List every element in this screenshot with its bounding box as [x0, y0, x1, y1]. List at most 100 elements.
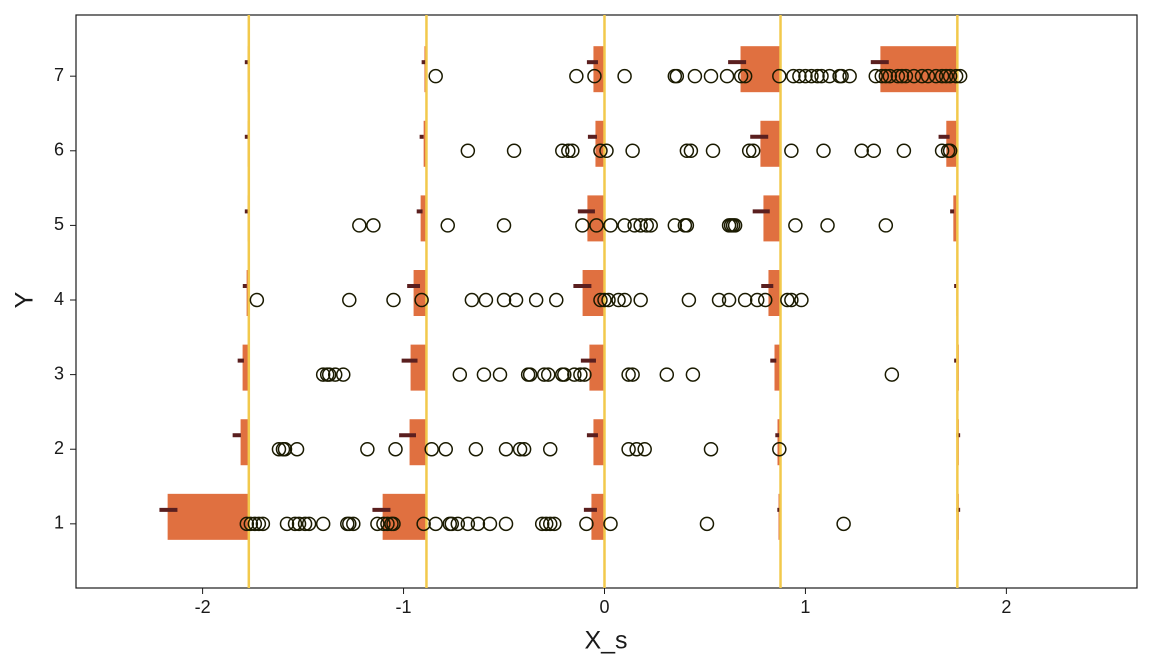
- point: [733, 68, 749, 84]
- point: [792, 68, 807, 84]
- point: [346, 516, 361, 532]
- point: [625, 367, 640, 382]
- point: [579, 516, 594, 532]
- point: [597, 292, 612, 308]
- point: [251, 516, 267, 532]
- x-tick-label: 2: [1001, 597, 1011, 617]
- point: [878, 68, 894, 84]
- bar: [423, 120, 427, 167]
- point: [424, 441, 439, 457]
- point: [681, 292, 697, 308]
- x-tick-label: -2: [195, 597, 211, 617]
- x-axis-label: X_s: [584, 627, 627, 655]
- point: [820, 218, 835, 233]
- point: [788, 218, 803, 233]
- bar: [167, 493, 249, 540]
- point: [315, 516, 331, 532]
- point: [496, 292, 512, 308]
- point: [703, 441, 719, 457]
- point: [255, 516, 271, 532]
- point: [327, 367, 343, 382]
- point: [942, 143, 958, 159]
- point: [816, 143, 831, 159]
- point: [625, 143, 640, 159]
- y-tick-label: 5: [54, 214, 64, 234]
- bar: [420, 195, 427, 242]
- point: [561, 143, 576, 159]
- x-tick-label: 1: [800, 597, 810, 617]
- point: [482, 516, 498, 532]
- point: [749, 292, 765, 308]
- point: [575, 218, 590, 233]
- point: [669, 68, 685, 84]
- point: [601, 292, 616, 308]
- point: [784, 292, 799, 308]
- point: [508, 292, 524, 308]
- bar: [240, 419, 249, 466]
- point: [822, 68, 837, 84]
- point: [727, 218, 743, 233]
- point: [428, 516, 443, 532]
- point: [719, 68, 735, 84]
- point: [468, 441, 484, 457]
- bar: [409, 419, 427, 466]
- point: [842, 68, 857, 84]
- point: [920, 68, 936, 84]
- point: [683, 143, 699, 159]
- point: [948, 68, 964, 84]
- point: [297, 516, 313, 532]
- point: [549, 292, 564, 308]
- point: [603, 218, 618, 233]
- point: [667, 218, 683, 233]
- point: [617, 218, 632, 233]
- point: [388, 441, 403, 457]
- point: [301, 516, 317, 532]
- bar: [593, 419, 605, 466]
- point: [810, 68, 825, 84]
- point: [577, 367, 592, 382]
- point: [798, 68, 813, 84]
- point: [496, 218, 512, 233]
- bar: [760, 120, 781, 167]
- point: [470, 516, 486, 532]
- point: [780, 292, 795, 308]
- point: [703, 68, 719, 84]
- point: [565, 143, 580, 159]
- point: [542, 441, 558, 457]
- y-tick-label: 7: [54, 65, 64, 85]
- point: [239, 516, 255, 532]
- point: [386, 516, 401, 532]
- point: [854, 143, 869, 159]
- point: [617, 68, 632, 84]
- point: [621, 441, 636, 457]
- point: [603, 516, 618, 532]
- point: [370, 516, 385, 532]
- point: [464, 292, 480, 308]
- point: [745, 143, 761, 159]
- point: [291, 516, 307, 532]
- point: [784, 143, 799, 159]
- point: [428, 68, 443, 84]
- point: [522, 367, 538, 382]
- point: [633, 218, 648, 233]
- point: [814, 68, 829, 84]
- point: [321, 367, 337, 382]
- point: [440, 218, 456, 233]
- point: [498, 441, 514, 457]
- point: [492, 367, 508, 382]
- point: [928, 68, 944, 84]
- point: [874, 68, 890, 84]
- point: [906, 68, 922, 84]
- point: [279, 516, 295, 532]
- point: [569, 68, 584, 84]
- point: [243, 516, 259, 532]
- point: [834, 68, 849, 84]
- point: [633, 292, 648, 308]
- point: [593, 143, 608, 159]
- point: [414, 292, 429, 308]
- x-tick-label: 0: [599, 597, 609, 617]
- point: [866, 143, 882, 159]
- point: [444, 516, 460, 532]
- point: [589, 218, 604, 233]
